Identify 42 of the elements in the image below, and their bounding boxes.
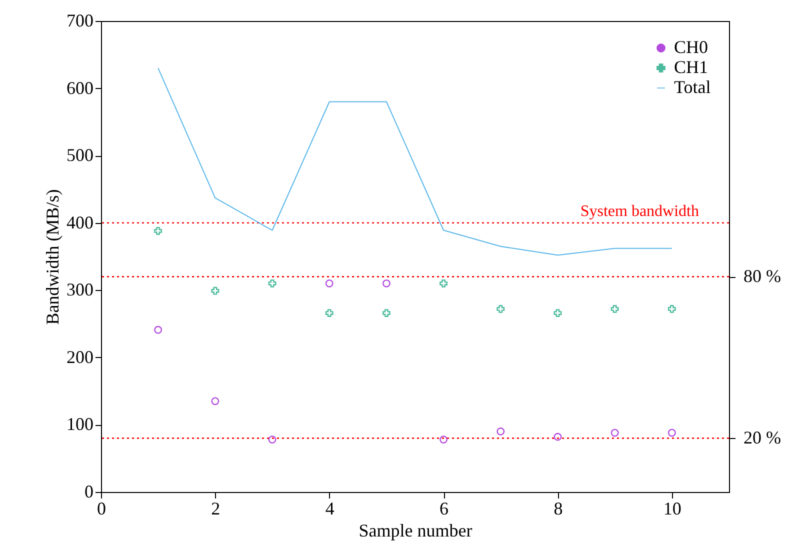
- point: [268, 279, 276, 288]
- legend-label: Total: [674, 77, 711, 97]
- y2-tick-label: 80 %: [744, 266, 781, 286]
- ref-line-label: System bandwidth: [580, 202, 699, 220]
- y-tick-label: 700: [66, 10, 94, 30]
- point: [440, 279, 448, 288]
- y-tick-label: 300: [66, 280, 94, 300]
- point: [325, 279, 334, 288]
- point: [211, 286, 220, 295]
- point: [382, 309, 390, 317]
- y-tick-label: 500: [66, 145, 94, 166]
- x-tick-label: 10: [663, 498, 682, 518]
- point: [154, 226, 162, 235]
- y-tick-label: 400: [66, 212, 94, 232]
- point: [268, 436, 276, 444]
- point: [668, 305, 676, 313]
- x-tick-label: 2: [211, 498, 220, 518]
- y-tick-label: 0: [84, 482, 94, 502]
- point: [610, 305, 619, 313]
- legend-label: CH0: [674, 37, 708, 57]
- point: [668, 428, 676, 437]
- y-tick-label: 200: [66, 346, 94, 367]
- point: [610, 428, 619, 437]
- x-tick-label: 0: [97, 498, 106, 518]
- point: [554, 432, 562, 441]
- point: [211, 397, 220, 406]
- point: [496, 305, 505, 313]
- x-tick-label: 4: [325, 498, 334, 518]
- y-axis-title: Bandwidth (MB/s): [42, 189, 62, 325]
- point: [496, 427, 505, 436]
- point: [440, 436, 448, 444]
- point: [382, 279, 390, 288]
- x-tick-label: 8: [554, 498, 563, 518]
- legend-label: CH1: [674, 57, 708, 77]
- point: [554, 309, 562, 317]
- y2-tick-label: 20 %: [744, 428, 781, 448]
- point: [154, 326, 162, 334]
- y-tick-label: 100: [66, 414, 94, 434]
- x-tick-label: 6: [440, 498, 449, 518]
- point: [325, 309, 334, 317]
- y-tick-label: 600: [66, 78, 94, 98]
- x-axis-title: Sample number: [358, 520, 472, 540]
